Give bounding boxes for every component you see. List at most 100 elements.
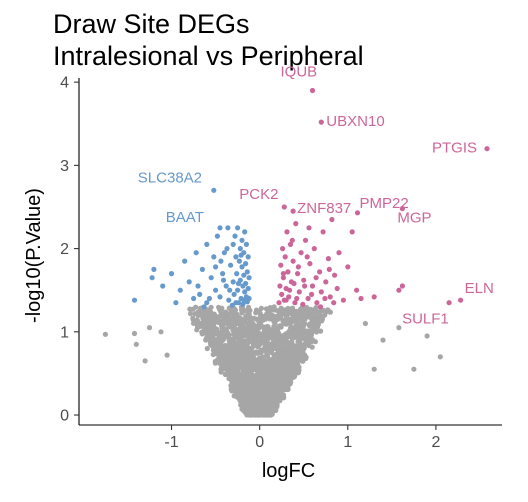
up-regulated-point xyxy=(302,237,309,243)
up-regulated-point xyxy=(302,283,308,289)
down-regulated-point xyxy=(244,269,250,275)
down-regulated-point xyxy=(177,287,183,293)
ns-point xyxy=(287,359,293,365)
down-regulated-point xyxy=(231,291,237,297)
ns-point xyxy=(245,379,251,385)
up-regulated-point xyxy=(280,275,286,281)
ns-point xyxy=(244,343,250,349)
up-regulated-point xyxy=(279,291,285,297)
ns-point xyxy=(306,322,312,329)
ns-point xyxy=(287,355,293,361)
ns-point xyxy=(281,311,287,317)
ns-point xyxy=(294,317,300,323)
ns-point xyxy=(299,315,305,321)
ns-point xyxy=(253,307,260,313)
ns-point xyxy=(262,379,268,385)
ns-point xyxy=(277,365,283,371)
gene-label-mgp: MGP xyxy=(397,210,431,227)
ns-point xyxy=(252,358,258,364)
ns-point xyxy=(215,357,221,363)
down-regulated-point xyxy=(243,241,249,247)
down-regulated-point xyxy=(245,254,251,260)
down-regulated-point xyxy=(208,275,214,281)
ns-point xyxy=(102,331,108,337)
up-regulated-point xyxy=(323,279,329,285)
y-axis-title: -log10(P.Value) xyxy=(23,188,45,323)
ns-point xyxy=(305,335,311,341)
up-regulated-point xyxy=(354,287,360,293)
ns-point xyxy=(240,320,246,326)
ns-point xyxy=(133,341,139,347)
ns-point xyxy=(239,396,245,402)
ns-point xyxy=(263,389,270,395)
down-regulated-point xyxy=(241,272,247,278)
gene-label-znf837: ZNF837 xyxy=(297,200,351,217)
down-regulated-point xyxy=(230,279,236,285)
ns-point xyxy=(371,366,377,372)
up-regulated-point xyxy=(284,229,290,235)
ns-point xyxy=(266,381,272,387)
ns-point xyxy=(245,326,252,333)
gene-label-eln: ELN xyxy=(465,280,494,297)
ns-point xyxy=(260,374,266,380)
up-regulated-point xyxy=(345,264,351,270)
down-regulated-point xyxy=(220,277,227,283)
ns-point xyxy=(232,307,239,313)
ns-point xyxy=(323,309,329,315)
ns-point xyxy=(205,328,211,334)
ns-point xyxy=(288,334,294,340)
y-tick-label: 3 xyxy=(60,158,69,175)
up-regulated-point xyxy=(306,225,312,231)
down-regulated-point xyxy=(240,301,246,307)
up-regulated-point xyxy=(309,87,316,94)
ns-point xyxy=(286,350,292,356)
ns-point xyxy=(236,359,243,365)
ns-point xyxy=(249,337,255,344)
ns-point xyxy=(258,305,264,311)
ns-point xyxy=(216,342,223,348)
ns-point xyxy=(268,327,274,333)
ns-point xyxy=(396,325,402,331)
down-regulated-point xyxy=(173,300,179,306)
gene-label-ubxn10: UBXN10 xyxy=(326,113,384,130)
up-regulated-point xyxy=(334,285,340,292)
ns-point xyxy=(293,330,299,336)
chart-title-line-2: Intralesional vs Peripheral xyxy=(53,41,364,71)
gene-labels: IQUB UBXN10 PTGIS SLC38A2 PCK2 ZNF837 PMP22MGP… xyxy=(138,64,494,328)
ns-point xyxy=(203,337,209,343)
down-regulated-point xyxy=(221,250,227,256)
ns-point xyxy=(256,355,263,361)
ns-point xyxy=(245,339,251,345)
y-tick-label: 0 xyxy=(60,408,69,425)
down-regulated-point xyxy=(232,233,238,239)
ns-point xyxy=(223,349,229,355)
up-regulated-point xyxy=(327,294,333,300)
ns-point xyxy=(292,363,298,369)
ns-point xyxy=(244,348,250,354)
down-regulated-point xyxy=(213,287,219,293)
ns-point xyxy=(249,364,255,370)
ns-point xyxy=(268,368,274,374)
up-regulated-point xyxy=(320,229,326,235)
ns-point xyxy=(220,336,226,342)
down-regulated-point xyxy=(235,225,241,231)
ns-point xyxy=(268,390,275,396)
ns-point xyxy=(204,345,210,352)
up-regulated-point xyxy=(295,264,301,270)
ns-point xyxy=(239,342,245,348)
ns-point xyxy=(264,410,270,417)
ns-point xyxy=(250,331,256,337)
ns-point xyxy=(263,367,269,373)
ns-point xyxy=(271,356,277,363)
up-regulated-point xyxy=(283,297,289,303)
ns-point xyxy=(254,323,260,330)
up-regulated-point xyxy=(289,237,295,243)
ns-point xyxy=(380,337,386,343)
up-regulated-point xyxy=(293,221,299,227)
ns-point xyxy=(131,330,138,337)
up-regulated-point xyxy=(290,208,296,214)
ns-point xyxy=(219,323,225,329)
ns-point xyxy=(274,402,280,408)
ns-point xyxy=(203,313,209,319)
ns-point xyxy=(255,400,261,406)
